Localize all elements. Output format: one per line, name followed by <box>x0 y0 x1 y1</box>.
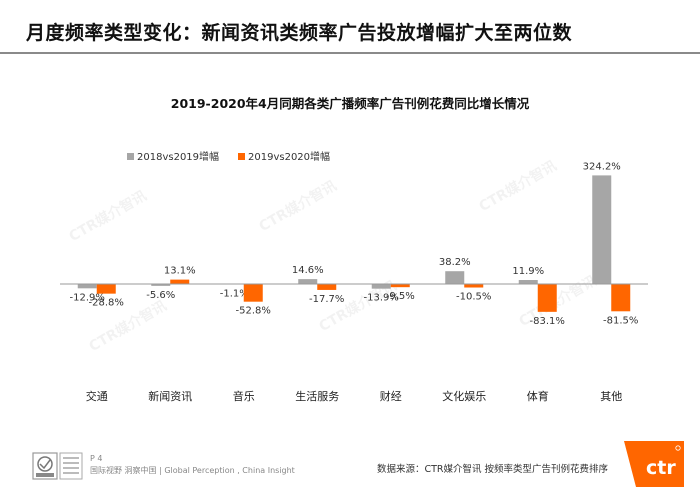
legend-swatch <box>127 153 134 160</box>
data-label: -12.9% <box>70 292 105 303</box>
bar <box>592 175 612 284</box>
page-title: 月度频率类型变化：新闻资讯类频率广告投放增幅扩大至两位数 <box>26 22 573 44</box>
ctr-logo-icon: ctr <box>624 441 684 487</box>
data-label: -52.8% <box>236 306 271 317</box>
title-divider <box>0 52 700 54</box>
bar <box>243 284 263 302</box>
category-label: 音乐 <box>233 389 255 403</box>
footer-left: P 4 国际视野 洞察中国 | Global Perception , Chin… <box>90 453 295 477</box>
legend-label: 2019vs2020增幅 <box>248 150 330 163</box>
page-number: P 4 <box>90 454 103 463</box>
footer-tagline: 国际视野 洞察中国 | Global Perception , China In… <box>90 466 295 475</box>
category-label: 文化娱乐 <box>442 389 486 403</box>
bar <box>464 284 484 288</box>
data-label: -9.5% <box>386 291 415 302</box>
bar <box>298 279 318 284</box>
data-label: -5.6% <box>146 290 175 301</box>
legend-label: 2018vs2019增幅 <box>137 150 219 163</box>
data-label: 11.9% <box>512 266 544 277</box>
data-label: -13.9% <box>364 293 399 304</box>
category-label: 财经 <box>380 389 402 403</box>
data-label: 13.1% <box>164 266 196 277</box>
bar <box>96 284 116 294</box>
data-label: -28.8% <box>89 298 124 309</box>
watermark-text: CTR媒介智讯 <box>256 177 340 235</box>
bar <box>77 284 97 289</box>
category-label: 交通 <box>86 389 108 403</box>
svg-text:ctr: ctr <box>646 457 676 479</box>
bar <box>445 271 465 284</box>
category-label: 体育 <box>527 389 549 403</box>
category-label: 生活服务 <box>295 389 339 403</box>
data-label: 324.2% <box>583 161 621 172</box>
data-label: -10.5% <box>456 292 491 303</box>
data-source-note: 数据来源：CTR媒介智讯 按频率类型广告刊例花费排序 <box>376 464 608 475</box>
legend-swatch <box>238 153 245 160</box>
bar <box>317 284 337 290</box>
data-label: -81.5% <box>603 315 638 326</box>
bar <box>170 279 190 284</box>
bar <box>151 284 171 286</box>
category-label: 新闻资讯 <box>148 389 192 403</box>
data-label: -83.1% <box>530 316 565 327</box>
data-label: -17.7% <box>309 294 344 305</box>
chart-title: 2019-2020年4月同期各类广播频率广告刊例花费同比增长情况 <box>170 96 530 111</box>
watermark-text: CTR媒介智讯 <box>476 157 560 215</box>
bar <box>518 280 538 284</box>
bar <box>371 284 391 289</box>
data-label: 14.6% <box>292 265 324 276</box>
bar <box>390 284 410 288</box>
certification-badge-icon <box>32 452 83 480</box>
category-label: 其他 <box>600 390 622 403</box>
bar <box>611 284 631 312</box>
data-label: -1.1% <box>220 288 249 299</box>
bar <box>537 284 557 312</box>
data-label: 38.2% <box>439 257 471 268</box>
watermark-text: CTR媒介智讯 <box>66 187 150 245</box>
